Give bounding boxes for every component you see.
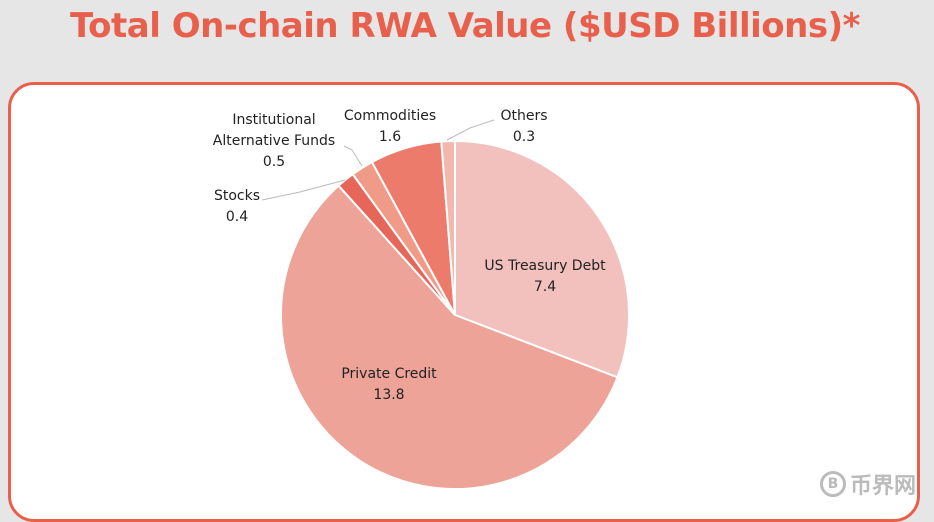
pie-chart [261, 119, 630, 490]
label-commodities: Commodities 1.6 [343, 108, 437, 145]
label-us-treasury: US Treasury Debt 7.4 [484, 258, 606, 295]
chart-title: Total On-chain RWA Value ($USD Billions)… [70, 6, 860, 46]
watermark-text: 币界网 [850, 474, 917, 499]
leader-line-stocks [261, 179, 346, 201]
label-others: Others 0.3 [500, 108, 548, 145]
label-stocks: Stocks 0.4 [213, 188, 261, 225]
watermark: B 币界网 [820, 468, 916, 500]
pie-slice-us-treasury-debt [454, 139, 630, 379]
pie-slice-others [440, 139, 456, 316]
leader-line-iaf [343, 145, 363, 167]
label-private-credit: Private Credit 13.8 [341, 366, 437, 403]
label-institutional-alternative-funds: Institutional Alternative Funds 0.5 [212, 112, 336, 170]
leader-line-others [446, 119, 495, 141]
pie-slice-private-credit [280, 184, 619, 490]
bitcoin-icon: B [820, 471, 846, 497]
